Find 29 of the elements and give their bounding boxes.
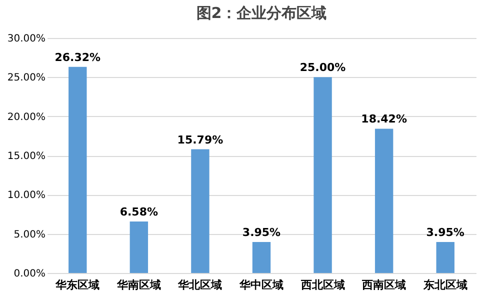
data-label: 3.95% [426,226,464,240]
y-tick-label: 30.00% [7,34,46,44]
data-label: 6.58% [120,205,158,218]
data-label: 3.95% [242,226,281,240]
bar [68,66,87,273]
x-tick-label: 西南区域 [361,278,406,292]
bar [436,242,454,273]
data-label: 18.42% [361,112,407,126]
data-label: 26.32% [54,50,101,64]
y-tick-label: 20.00% [7,112,46,123]
x-tick-label: 华北区域 [177,278,222,292]
y-tick-label: 0.00% [14,268,46,280]
bar [130,221,148,273]
bar [252,242,271,273]
data-label: 15.79% [177,133,224,146]
bar [374,128,394,273]
x-tick-label: 华东区域 [54,278,100,292]
bar [191,149,210,273]
y-tick-label: 5.00% [14,229,46,240]
x-tick-label: 华中区域 [238,278,284,292]
y-tick-label: 10.00% [7,190,46,202]
bar [314,77,332,273]
x-tick-label: 东北区域 [422,278,468,292]
data-label: 25.00% [300,61,346,74]
y-tick-label: 15.00% [7,151,46,162]
x-tick-label: 华南区域 [116,278,161,292]
y-tick-label: 25.00% [7,72,46,84]
chart-title: 图2：企业分布区域 [196,4,327,22]
x-tick-label: 西北区域 [300,278,345,292]
